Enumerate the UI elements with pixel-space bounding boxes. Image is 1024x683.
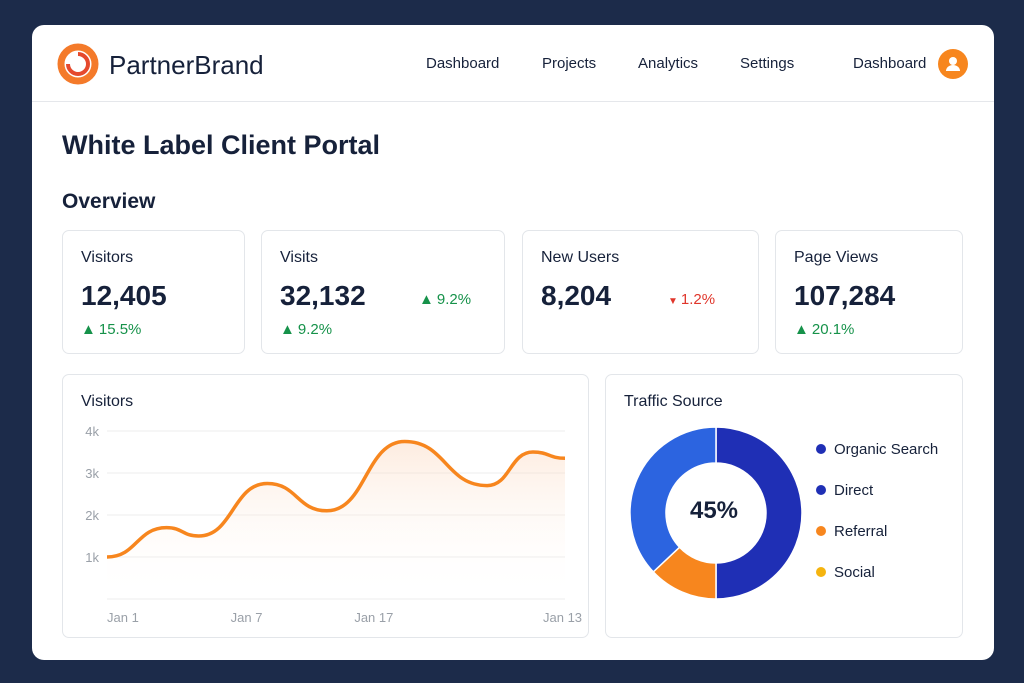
stat-card-visits: Visits 32,132 ▲ 9.2% ▲ 9.2% [261,230,505,354]
y-tick-label: 3k [85,466,99,481]
stat-card-visitors: Visitors 12,405 ▲ 15.5% [62,230,245,354]
stat-change: 20.1% [811,321,855,338]
stat-change: 9.2% [297,321,333,338]
user-menu-label[interactable]: Dashboard [853,55,927,72]
x-tick-label: Jan 17 [354,610,393,625]
stat-label: Page Views [794,249,879,266]
arrow-up-icon: ▲ [280,321,295,338]
visitors-chart-card: Visitors 4k 3k 2k 1k Jan 1 Jan 7 Jan 17 Jan 13 [62,374,589,638]
visitors-line-chart: 4k 3k 2k 1k Jan 1 Jan 7 Jan 17 Jan 13 [85,424,582,625]
legend-item: Referral [816,523,887,540]
traffic-source-card: Traffic Source 45% Organic Search Direct R… [605,374,963,638]
legend-dot-icon [816,567,826,577]
legend-label: Referral [834,523,888,540]
brand-logo-icon [57,43,99,85]
legend-label: Organic Search [834,441,939,458]
traffic-donut-chart [629,426,803,600]
chart-title: Visitors [81,393,134,410]
nav-settings[interactable]: Settings [740,55,795,72]
x-tick-label: Jan 13 [543,610,582,625]
y-tick-label: 2k [85,508,99,523]
legend-dot-icon [816,526,826,536]
line-area-fill [107,441,565,599]
x-tick-label: Jan 1 [107,610,139,625]
y-tick-label: 1k [85,550,99,565]
stat-label: New Users [541,249,620,266]
legend-dot-icon [816,485,826,495]
y-tick-label: 4k [85,424,99,439]
nav-analytics[interactable]: Analytics [638,55,699,72]
donut-slice-direct [715,426,803,600]
brand-name: PartnerBrand [109,50,264,80]
visitors-series-line [106,439,566,559]
stat-value: 8,204 [541,280,612,311]
nav-projects[interactable]: Projects [542,55,597,72]
stat-value: 32,132 [280,280,366,311]
user-icon [946,57,960,71]
chart-title: Traffic Source [624,393,723,410]
legend-label: Social [834,564,875,581]
nav-dashboard[interactable]: Dashboard [426,55,500,72]
legend-label: Direct [834,482,874,499]
donut-slice-organic-search [629,426,717,573]
legend-dot-icon [816,444,826,454]
legend-item: Direct [816,482,873,499]
arrow-up-icon: ▲ [794,321,809,338]
stat-card-page-views: Page Views 107,284 ▲ 20.1% [775,230,963,354]
x-tick-label: Jan 7 [231,610,263,625]
stat-card-new-users: New Users 8,204 ▼ 1.2% [522,230,759,354]
arrow-up-icon: ▲ [419,291,434,308]
donut-center-label: 45% [689,497,739,524]
stat-value: 12,405 [81,280,167,311]
arrow-down-icon: ▼ [668,296,678,307]
section-title: Overview [62,190,156,213]
stat-change: 1.2% [680,291,716,308]
top-header: PartnerBrand Dashboard Projects Analytic… [32,25,994,102]
stat-label: Visits [280,249,318,266]
stat-change: 15.5% [98,321,142,338]
user-avatar[interactable] [938,49,968,79]
stat-change: 9.2% [436,291,472,308]
app-window: PartnerBrand Dashboard Projects Analytic… [32,25,994,660]
page-title: White Label Client Portal [62,130,381,160]
stat-value: 107,284 [794,280,896,311]
legend-item: Social [816,564,875,581]
stat-label: Visitors [81,249,134,266]
legend-item: Organic Search [816,441,938,458]
arrow-up-icon: ▲ [81,321,96,338]
